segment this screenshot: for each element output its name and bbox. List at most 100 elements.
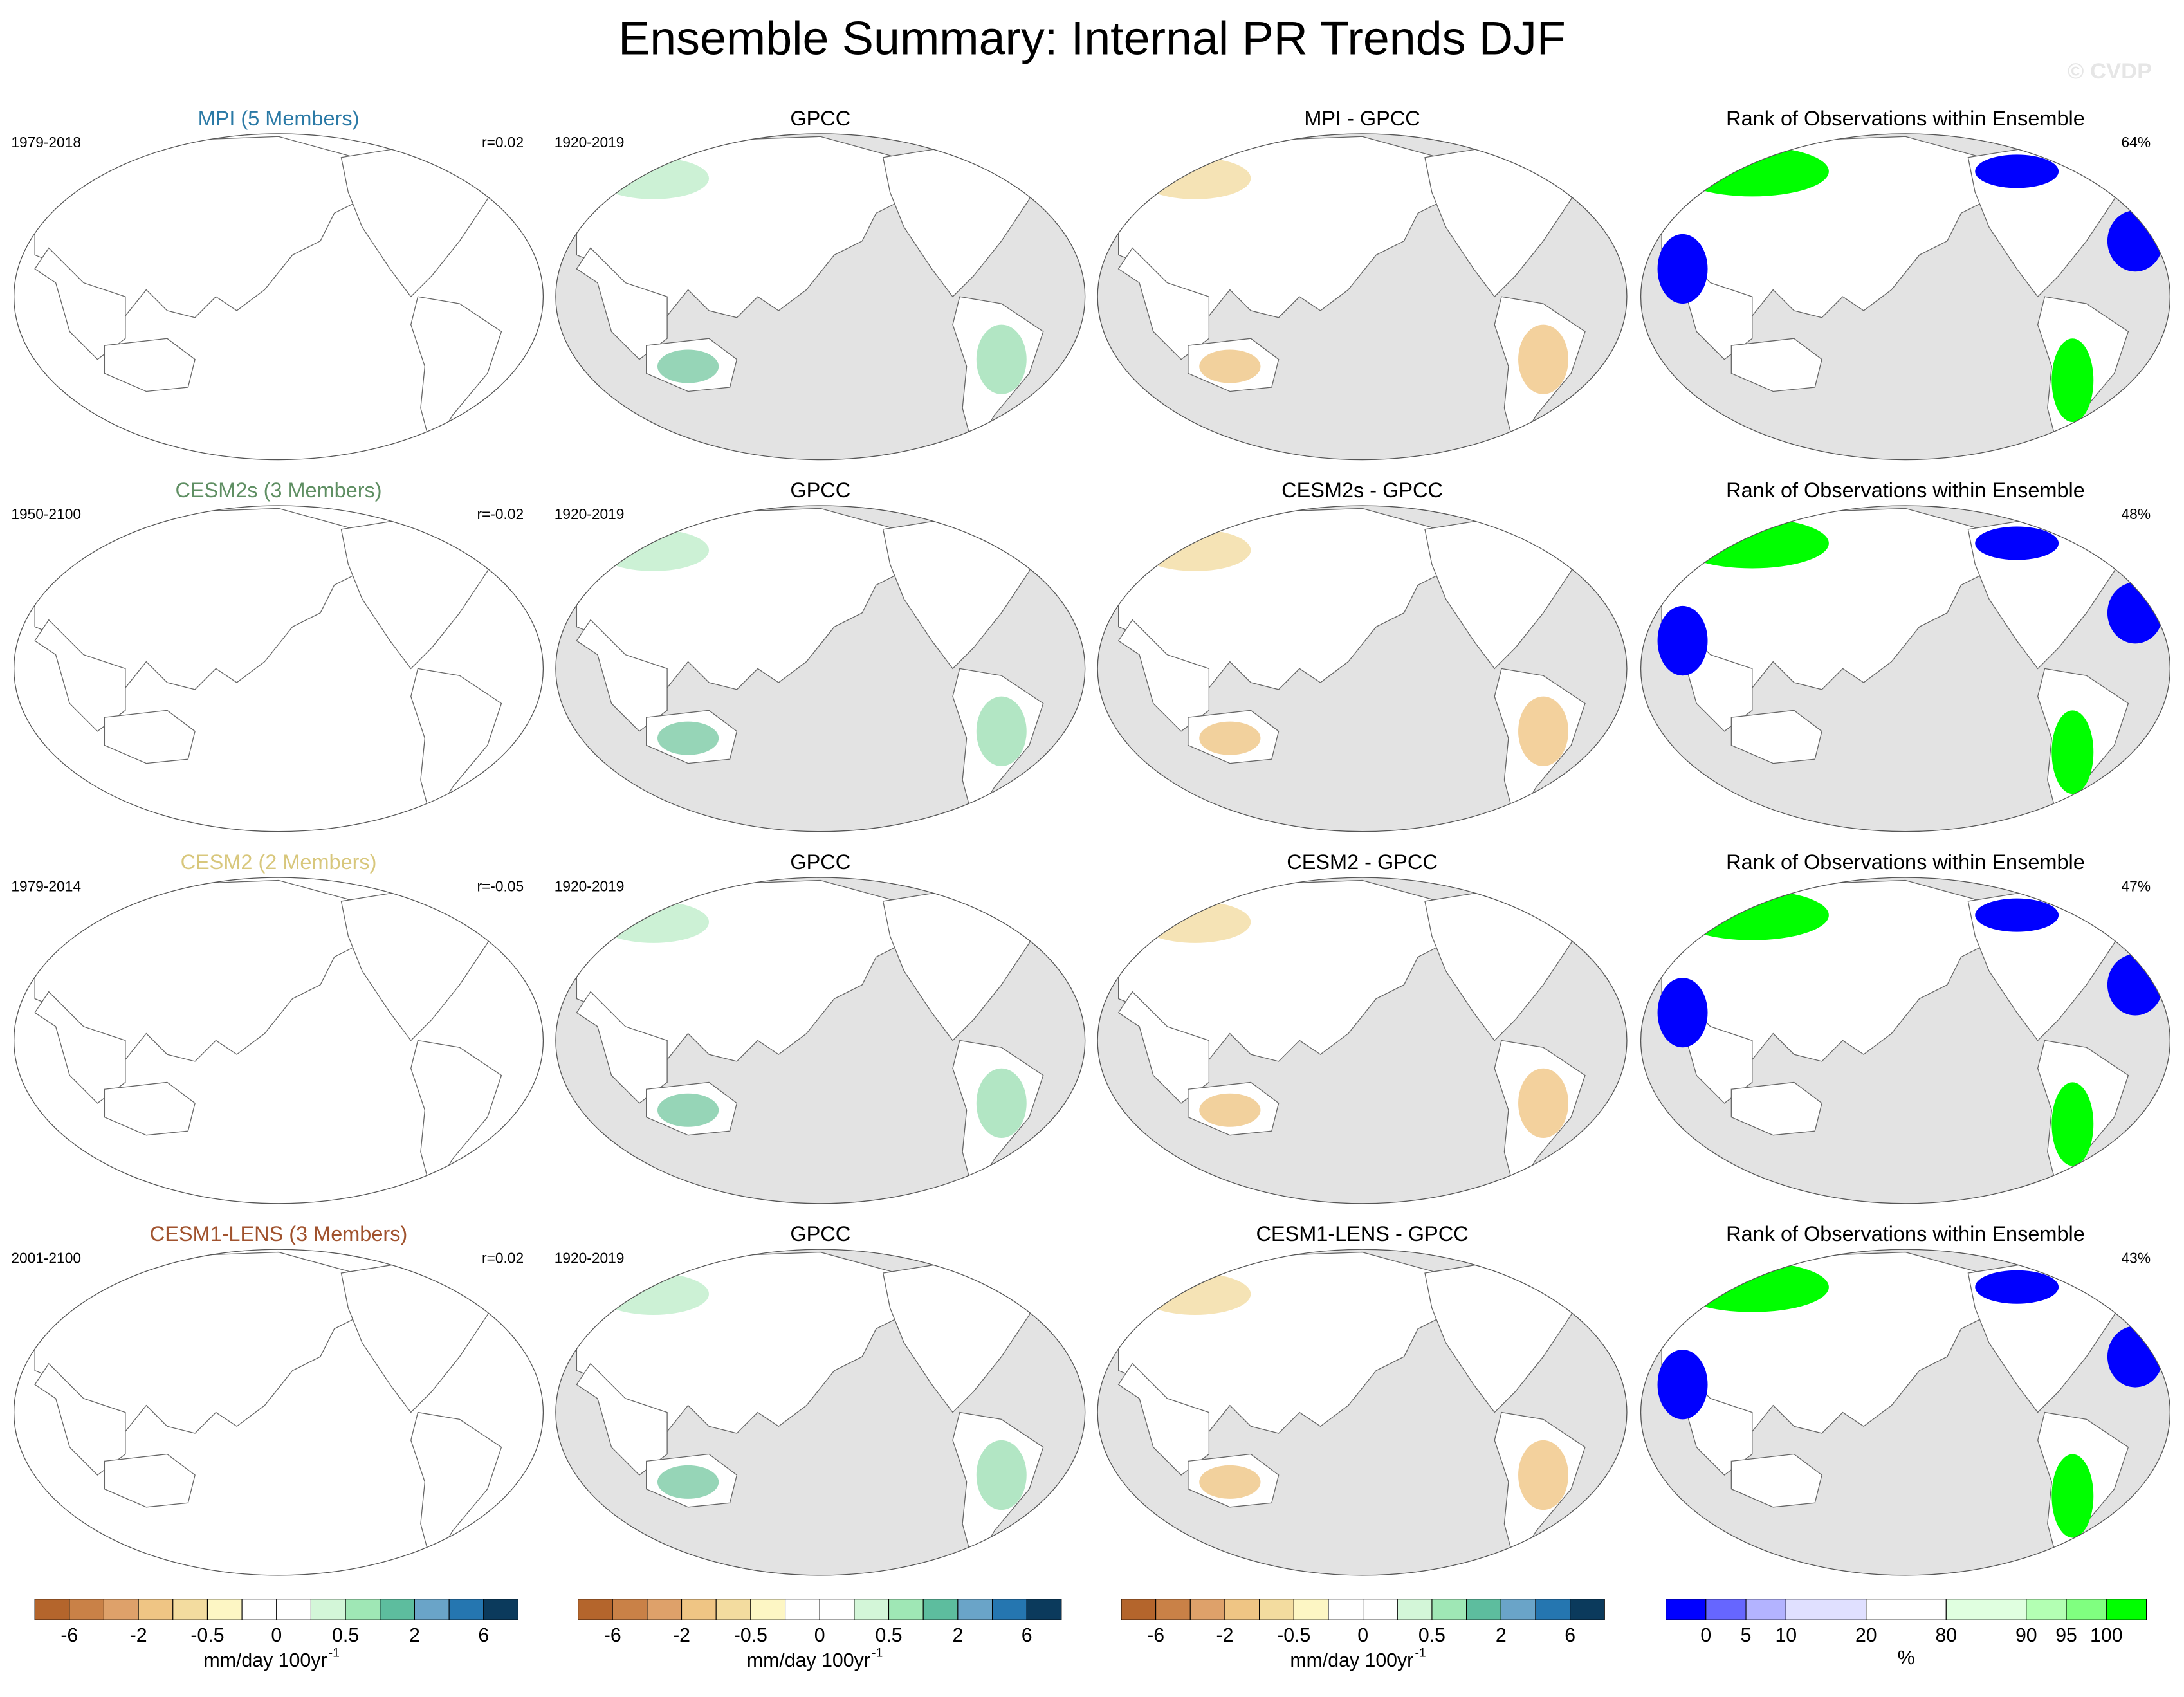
map-panel [1097,1249,1628,1576]
rank-patch [2051,710,2094,794]
colorbar-box [1945,1599,2027,1620]
colorbar-box [310,1599,346,1620]
colorbar-label: 20 [1855,1625,1877,1646]
map-panel [555,505,1086,832]
colorbar-box [2106,1599,2147,1620]
panel-title: Rank of Observations within Ensemble [1726,107,2085,130]
colorbar-label: 0.5 [875,1625,902,1646]
colorbar-label: -6 [1147,1625,1164,1646]
colorbar-label: 6 [1565,1625,1575,1646]
colorbar-label: 90 [2015,1625,2037,1646]
panel-title: GPCC [790,1222,850,1245]
rank-percent: 43% [2122,1249,2151,1266]
rank-patch [2051,1454,2094,1538]
colorbar-label: 10 [1775,1625,1797,1646]
period-label: 1920-2019 [555,1249,625,1266]
colorbar-unit-exponent: -1 [1415,1646,1426,1660]
colorbar-box [1224,1599,1260,1620]
correlation-label: r=-0.05 [477,877,524,894]
map-panel [1640,877,2170,1204]
colorbar-unit: % [1898,1647,1915,1669]
colorbar-box [2066,1599,2107,1620]
anomaly-patch [1518,1068,1568,1139]
colorbar-label: 95 [2055,1625,2077,1646]
colorbar-box [1363,1599,1398,1620]
anomaly-patch [597,1273,710,1316]
anomaly-patch [1199,1465,1261,1499]
rank-patch [1675,518,1829,569]
colorbar-box [206,1599,243,1620]
map-border [555,133,1086,461]
panel-title: MPI (5 Members) [198,107,360,130]
anomaly-patch [657,1465,719,1499]
correlation-label: r=0.02 [482,134,524,151]
panel-title: CESM2 - GPCC [1287,850,1438,874]
colorbar-box [1328,1599,1364,1620]
panel-title: GPCC [790,479,850,502]
panel-title: Rank of Observations within Ensemble [1726,850,2085,874]
period-label: 1920-2019 [555,877,625,894]
colorbar-box [1666,1599,1707,1620]
panel-title: CESM2 (2 Members) [181,850,377,874]
anomaly-patch [597,529,710,571]
rank-percent: 47% [2122,877,2151,894]
anomaly-patch [976,1440,1027,1510]
colorbar-box [34,1599,70,1620]
rank-patch [1975,898,2059,932]
colorbar-box [1026,1599,1062,1620]
colorbar-label: -2 [673,1625,690,1646]
map-border [1640,877,2170,1204]
map-panel [1640,505,2170,832]
anomaly-patch [1199,721,1261,755]
map-border [1097,877,1628,1204]
panel-title: Rank of Observations within Ensemble [1726,1222,2085,1245]
map-panel [14,1249,544,1576]
anomaly-patch [1139,157,1251,199]
colorbar-box [103,1599,139,1620]
colorbar-box [1431,1599,1467,1620]
anomaly-patch [1518,696,1568,766]
period-label: 2001-2100 [11,1249,81,1266]
map-panel [1097,877,1628,1204]
colorbar-label: -6 [60,1625,78,1646]
colorbar-box [1466,1599,1501,1620]
colorbar-label: -2 [1216,1625,1233,1646]
rank-patch [2107,954,2163,1016]
colorbar-label: -0.5 [1277,1625,1310,1646]
colorbar-unit-exponent: -1 [329,1646,340,1660]
rank-patch [1657,234,1708,304]
rank-percent: 64% [2122,134,2151,151]
panel-title: GPCC [790,107,850,130]
map-panel [1640,133,2170,461]
colorbar-box [715,1599,751,1620]
colorbar-box [681,1599,717,1620]
anomaly-patch [1139,529,1251,571]
rank-patch [2051,1082,2094,1166]
map-border [14,877,544,1204]
colorbar-box [854,1599,890,1620]
map-border [1097,133,1628,461]
colorbar-label: 5 [1741,1625,1752,1646]
map-border [1097,505,1628,832]
anomaly-patch [597,901,710,943]
colorbar-box [750,1599,786,1620]
map-panel [1097,133,1628,461]
rank-patch [1975,1270,2059,1304]
period-label: 1920-2019 [555,134,625,151]
colorbar-label: 80 [1935,1625,1957,1646]
colorbar-box [922,1599,959,1620]
map-border [1640,133,2170,461]
panel-title: GPCC [790,850,850,874]
rank-patch [1975,154,2059,188]
map-border [555,877,1086,1204]
colorbar-box [991,1599,1027,1620]
colorbar-label: 2 [1496,1625,1507,1646]
map-panel [14,505,544,832]
colorbar-box [1259,1599,1294,1620]
anomaly-patch [1139,901,1251,943]
colorbar-box [241,1599,277,1620]
rank-patch [1657,605,1708,676]
map-panel [555,1249,1086,1576]
colorbar-box [2026,1599,2067,1620]
